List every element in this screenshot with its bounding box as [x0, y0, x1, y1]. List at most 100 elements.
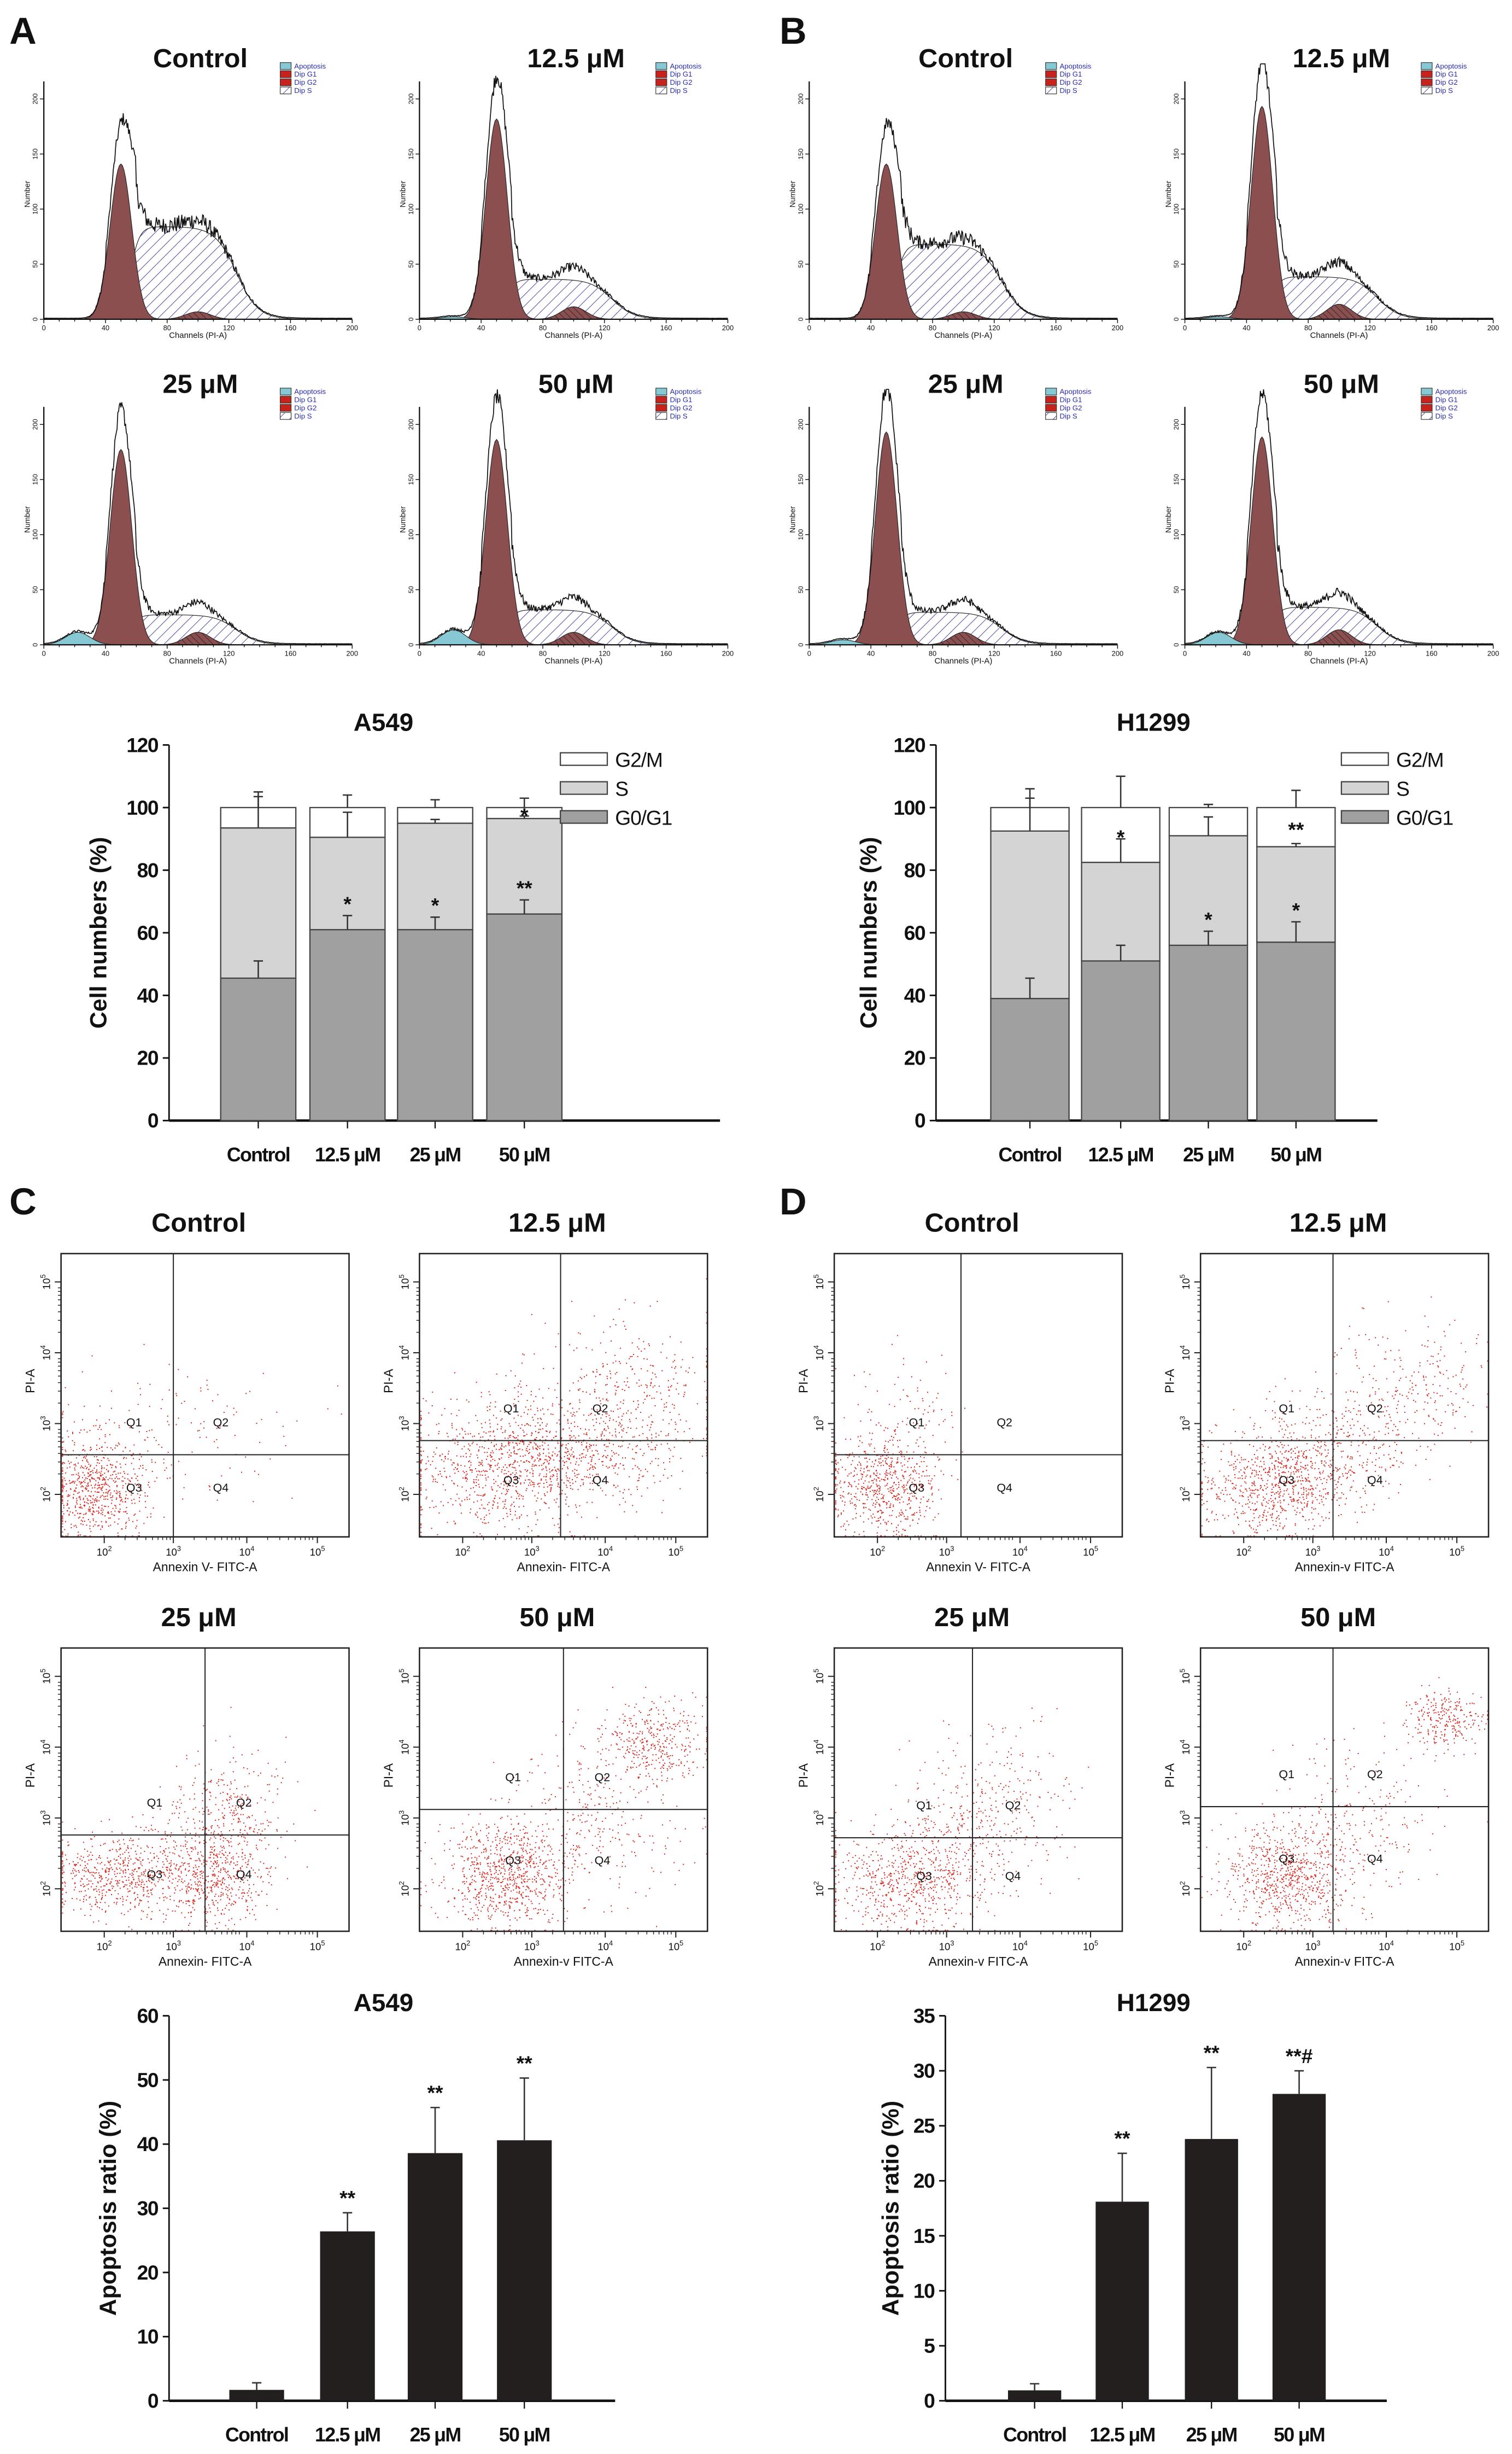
scatter-dot — [561, 1437, 562, 1439]
scatter-dot — [606, 1413, 608, 1415]
scatter-dot — [214, 1874, 216, 1876]
scatter-dot — [479, 1462, 481, 1464]
scatter-dot — [542, 1408, 543, 1410]
scatter-dot — [558, 1404, 560, 1405]
scatter-dot — [470, 1919, 471, 1920]
x-tick-label: 200 — [347, 324, 358, 332]
scatter-dot — [217, 1909, 219, 1911]
scatter-dot — [119, 1872, 121, 1874]
y-tick-label: 0 — [148, 2389, 159, 2412]
scatter-dot — [236, 1874, 238, 1876]
scatter-dot — [107, 1499, 109, 1500]
scatter-dot — [520, 1475, 521, 1477]
scatter-dot — [432, 1476, 434, 1478]
scatter-dot — [128, 1480, 130, 1481]
scatter-dot — [145, 1826, 147, 1828]
scatter-dot — [466, 1477, 467, 1479]
scatter-dot — [112, 1840, 114, 1842]
scatter-dot — [62, 1516, 63, 1518]
scatter-dot — [105, 1495, 107, 1497]
scatter-dot — [237, 1875, 238, 1877]
scatter-dot — [74, 1481, 76, 1482]
scatter-dot — [67, 1503, 68, 1504]
scatter-dot — [176, 1766, 178, 1767]
scatter-dot — [519, 1441, 521, 1442]
x-tick-label: 200 — [1487, 324, 1499, 332]
scatter-dot — [108, 1512, 109, 1514]
scatter-dot — [194, 1777, 196, 1779]
scatter-dot — [631, 1342, 633, 1343]
scatter-dot — [87, 1462, 89, 1463]
scatter-dot — [542, 1436, 543, 1438]
scatter-dot — [484, 1494, 485, 1496]
scatter-dot — [98, 1907, 100, 1909]
scatter-dot — [481, 1504, 483, 1506]
scatter-dot — [110, 1497, 112, 1499]
scatter-dot — [121, 1832, 123, 1834]
scatter-dot — [514, 1467, 516, 1469]
scatter-dot — [577, 1489, 579, 1491]
y-tick-label: 100 — [32, 203, 39, 214]
scatter-dot — [671, 1385, 672, 1387]
scatter-dot — [254, 1470, 256, 1472]
scatter-dot — [98, 1889, 99, 1891]
scatter-dot — [564, 1462, 565, 1464]
scatter-dot — [494, 1853, 496, 1854]
scatter-dot — [649, 1395, 650, 1397]
scatter-dot — [663, 1419, 664, 1421]
scatter-dot — [139, 1453, 140, 1454]
scatter-dot — [479, 1508, 480, 1509]
scatter-dot — [471, 1829, 472, 1831]
scatter-dot — [216, 1862, 218, 1863]
scatter-dot — [179, 1807, 180, 1808]
scatter-dot — [425, 1891, 427, 1892]
scatter-dot — [75, 1524, 77, 1526]
scatter-dot — [89, 1535, 91, 1537]
tick-base: 10 — [524, 1546, 536, 1558]
scatter-dot — [150, 1918, 152, 1920]
histogram-panel: 0 40 80 120 160 200050100150200NumberChannels… — [399, 369, 734, 665]
scatter-dot — [62, 1495, 63, 1497]
scatter-dot — [92, 1831, 93, 1833]
scatter-dot — [78, 1478, 79, 1480]
x-tick-label: 40 — [477, 649, 485, 657]
scatter-dot — [233, 1810, 235, 1812]
y-tick-label: 20 — [137, 2261, 159, 2284]
scatter-dot — [268, 1844, 269, 1845]
scatter-dot — [209, 1839, 210, 1840]
scatter-dot — [221, 1774, 222, 1775]
scatter-dot — [117, 1491, 119, 1493]
scatter-dot — [139, 1510, 140, 1512]
scatter-dot — [207, 1814, 209, 1815]
scatter-dot — [160, 1408, 162, 1410]
scatter-dot — [531, 1435, 532, 1436]
x-tick-label: 105 — [310, 1544, 325, 1558]
scatter-dot — [630, 1494, 632, 1495]
scatter-dot — [651, 1398, 653, 1399]
scatter-dot — [225, 1860, 226, 1862]
scatter-dot — [74, 1865, 76, 1866]
scatter-dot — [567, 1466, 569, 1468]
scatter-dot — [96, 1496, 98, 1498]
scatter-dot — [474, 1875, 476, 1877]
scatter-dot — [486, 1458, 488, 1460]
scatter-dot — [552, 1451, 554, 1453]
y-tick-label: 50 — [1173, 586, 1180, 594]
scatter-dot — [466, 1480, 467, 1482]
scatter-dot — [530, 1442, 531, 1444]
scatter-dot — [235, 1805, 237, 1807]
scatter-dot — [485, 1422, 487, 1423]
scatter-dot — [90, 1450, 91, 1451]
scatter-dot — [125, 1447, 126, 1448]
x-tick-label: 105 — [668, 1544, 683, 1558]
scatter-dot — [546, 1470, 548, 1471]
scatter-dot — [539, 1448, 541, 1450]
scatter-dot — [223, 1823, 225, 1825]
scatter-dot — [83, 1445, 84, 1446]
scatter-dot — [198, 1811, 200, 1813]
scatter-dot — [610, 1340, 612, 1342]
scatter-dot — [102, 1511, 103, 1513]
scatter-dot — [62, 1902, 63, 1904]
scatter-dot — [513, 1451, 515, 1453]
